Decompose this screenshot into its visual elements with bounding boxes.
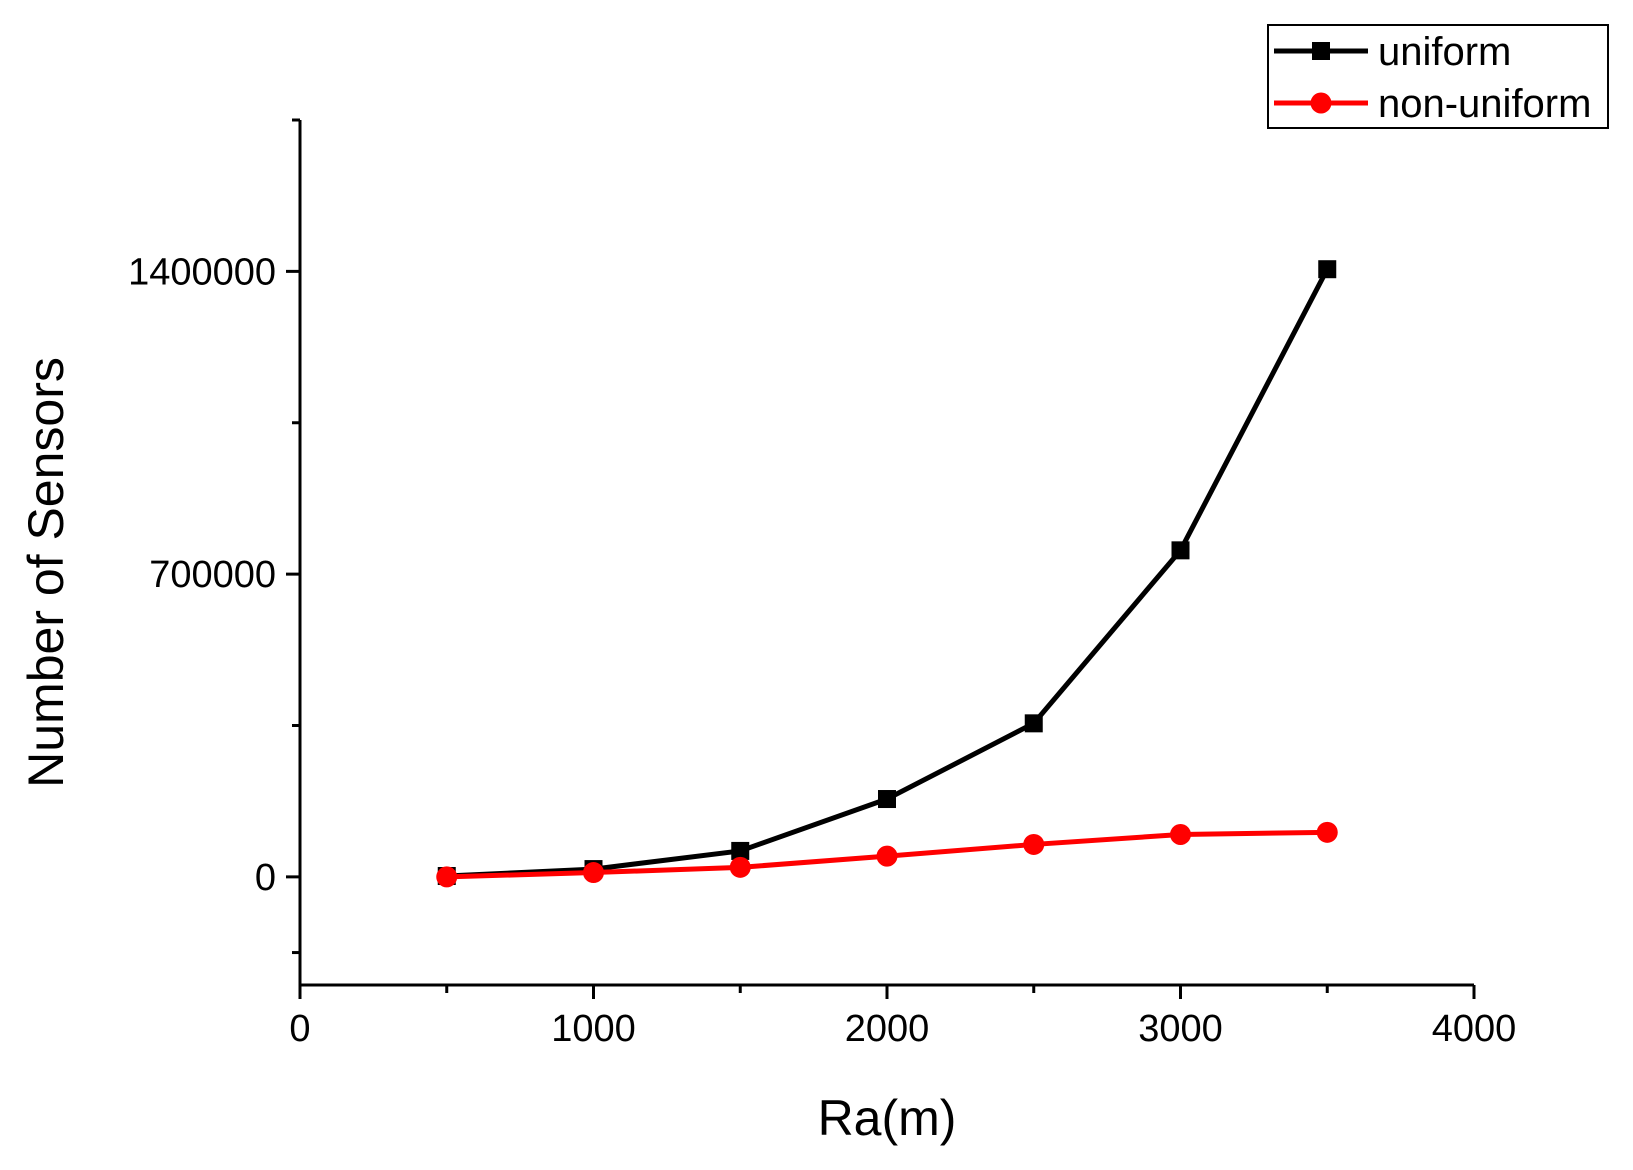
data-point-uniform [1024,714,1043,733]
y-tick-label: 1400000 [128,251,276,293]
series-non-uniform [436,821,1338,888]
axes: 0 1000 2000 3000 4000 0 700000 1400000 Ra(m) Numb… [18,118,1517,1146]
x-tick-label: 1000 [551,1008,636,1050]
data-point-uniform [1318,260,1337,279]
data-point-non-uniform [436,866,458,888]
series-uniform [437,260,1337,886]
y-tick-label: 0 [255,857,276,899]
legend-marker [1312,42,1330,60]
legend-label: non-uniform [1378,82,1591,126]
legend-item-uniform: uniform [1274,30,1511,74]
data-point-uniform [878,790,896,809]
data-point-non-uniform [583,862,604,884]
y-axis-title: Number of Sensors [18,357,74,788]
legend: uniform non-uniform [1267,24,1609,129]
legend-item-non-uniform: non-uniform [1274,82,1591,126]
data-point-non-uniform [1023,833,1045,855]
x-tick-label: 4000 [1432,1008,1517,1050]
x-tick-label: 2000 [845,1008,930,1050]
x-axis-title: Ra(m) [818,1090,957,1146]
legend-marker [1310,92,1332,114]
data-point-non-uniform [729,856,751,878]
x-tick-label: 0 [289,1008,310,1050]
plot-area [436,260,1338,888]
data-point-uniform [731,841,750,860]
y-tick-label: 700000 [149,554,276,596]
x-tick-label: 3000 [1138,1008,1223,1050]
data-point-uniform [1171,541,1190,560]
data-point-non-uniform [876,845,898,867]
data-point-non-uniform [1170,823,1191,845]
legend-label: uniform [1378,30,1511,74]
data-point-non-uniform [1316,821,1338,843]
series-line-uniform [446,268,1330,879]
